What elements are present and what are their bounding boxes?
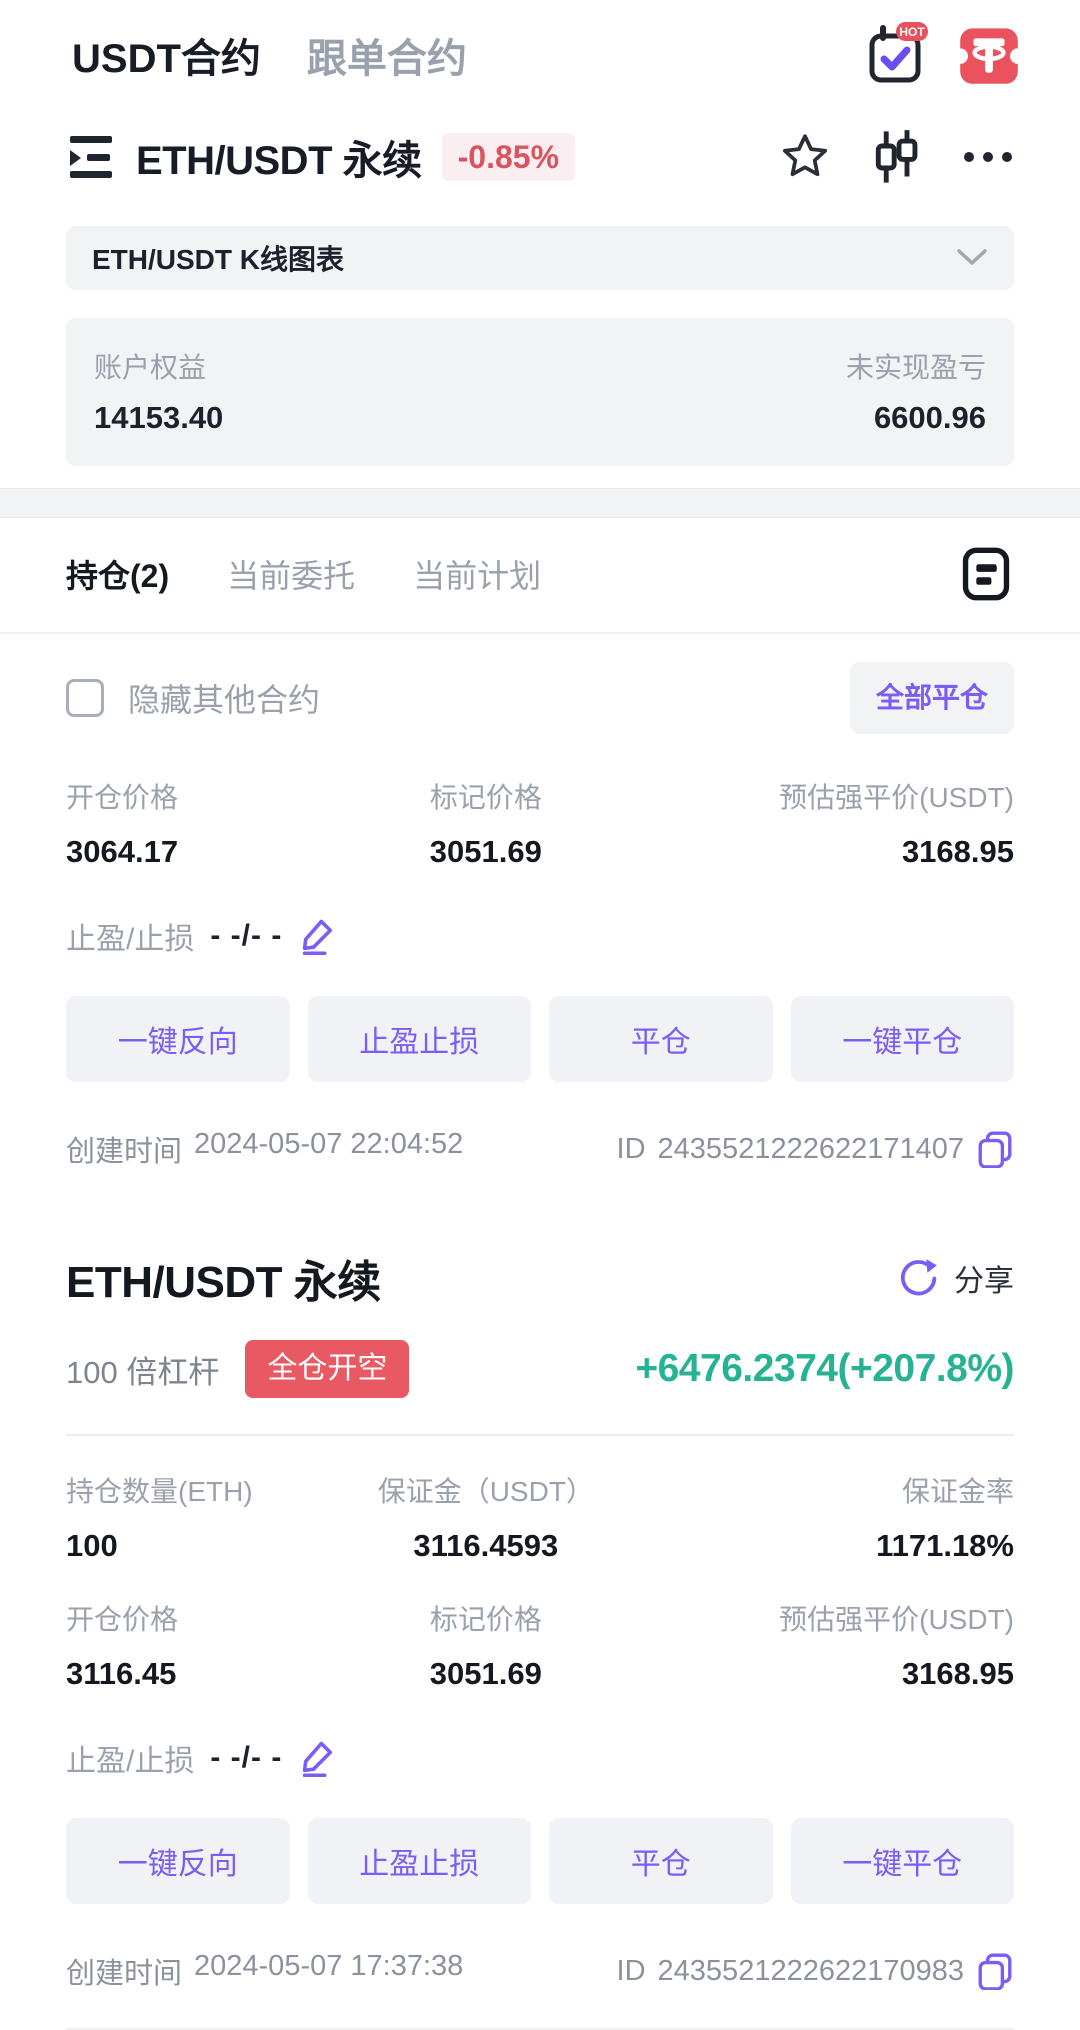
change-badge: -0.85%	[441, 133, 576, 181]
position-pnl: +6476.2374(+207.8%)	[635, 1347, 1014, 1390]
copy-id-icon[interactable]	[976, 1130, 1014, 1168]
edit-tpsl-icon[interactable]	[300, 917, 336, 955]
positions-list: 隐藏其他合约 全部平仓 开仓价格 3064.17 标记价格 3051.69 预估…	[0, 662, 1080, 2030]
top-nav: USDT合约 跟单合约	[72, 26, 467, 84]
tab-copy-trading[interactable]: 跟单合约	[306, 37, 467, 81]
share-icon	[898, 1257, 940, 1299]
created-label: 创建时间	[66, 1136, 183, 1168]
position-actions: 一键反向 止盈止损 平仓 一键平仓	[66, 996, 1014, 1082]
symbol-row: ETH/USDT 永续 -0.85%	[0, 128, 1080, 186]
calendar-check-icon[interactable]: HOT	[862, 22, 928, 88]
stat-value: 3116.45	[66, 1656, 177, 1691]
stat-value: 3116.4593	[413, 1528, 559, 1563]
tpsl-label: 止盈/止损	[66, 923, 195, 956]
stat-value: 3051.69	[429, 834, 542, 869]
order-history-icon[interactable]	[958, 546, 1014, 602]
position-actions: 一键反向 止盈止损 平仓 一键平仓	[66, 1818, 1014, 1904]
flash-close-button[interactable]: 一键平仓	[790, 1818, 1014, 1904]
created-time: 2024-05-07 17:37:38	[194, 1950, 464, 1982]
stat-value: 3168.95	[901, 834, 1014, 869]
star-icon[interactable]	[780, 132, 830, 182]
position-footer: 创建时间 2024-05-07 17:37:38 ID 243552122262…	[66, 1950, 1014, 1992]
tab-usdt-contracts[interactable]: USDT合约	[72, 37, 261, 81]
stat-label: 预估强平价(USDT)	[779, 782, 1014, 813]
stat-label: 持仓数量(ETH)	[66, 1476, 253, 1507]
leverage-row: 100 倍杠杆 全仓开空 +6476.2374(+207.8%)	[66, 1340, 1014, 1398]
tpsl-button[interactable]: 止盈止损	[307, 996, 531, 1082]
created-label: 创建时间	[66, 1958, 183, 1990]
price-stats: 开仓价格 3064.17 标记价格 3051.69 预估强平价(USDT) 31…	[66, 776, 1014, 870]
position-symbol: ETH/USDT 永续	[66, 1258, 381, 1307]
order-id-label: ID	[616, 1132, 646, 1165]
unrealized-pnl-label: 未实现盈亏	[845, 352, 986, 383]
copy-id-icon[interactable]	[976, 1952, 1014, 1990]
stat-value: 3168.95	[901, 1656, 1014, 1691]
kline-collapse-bar[interactable]: ETH/USDT K线图表	[66, 226, 1014, 290]
stat-value: 100	[66, 1528, 118, 1563]
tab-positions[interactable]: 持仓(2)	[66, 558, 170, 594]
price-stats: 开仓价格 3116.45 标记价格 3051.69 预估强平价(USDT) 31…	[66, 1598, 1014, 1692]
edit-tpsl-icon[interactable]	[300, 1739, 336, 1777]
tpsl-row: 止盈/止损 - -/- -	[66, 914, 1014, 958]
app-header: USDT合约 跟单合约 HOT	[0, 0, 1080, 88]
order-id-label: ID	[616, 1954, 646, 1987]
reverse-button[interactable]: 一键反向	[66, 996, 290, 1082]
reverse-button[interactable]: 一键反向	[66, 1818, 290, 1904]
tpsl-row: 止盈/止损 - -/- -	[66, 1736, 1014, 1780]
chevron-down-icon	[956, 248, 988, 268]
equity-label: 账户权益	[94, 352, 207, 383]
position-header: ETH/USDT 永续 分享	[66, 1246, 1014, 1310]
tab-plan-orders[interactable]: 当前计划	[413, 558, 542, 594]
more-ellipsis-icon[interactable]	[962, 150, 1014, 164]
position-card: 开仓价格 3064.17 标记价格 3051.69 预估强平价(USDT) 31…	[66, 776, 1014, 1170]
leverage-text: 100 倍杠杆	[66, 1354, 220, 1390]
margin-stats: 持仓数量(ETH) 100 保证金（USDT） 3116.4593 保证金率 1…	[66, 1470, 1014, 1564]
kline-candles-icon[interactable]	[874, 130, 918, 184]
hide-other-checkbox[interactable]	[66, 679, 104, 717]
order-id-value: 2435521222622171407	[657, 1132, 964, 1165]
share-label: 分享	[954, 1265, 1014, 1298]
tpsl-button[interactable]: 止盈止损	[307, 1818, 531, 1904]
flash-close-button[interactable]: 一键平仓	[790, 996, 1014, 1082]
close-position-button[interactable]: 平仓	[549, 996, 773, 1082]
close-position-button[interactable]: 平仓	[549, 1818, 773, 1904]
position-tabs: 持仓(2) 当前委托 当前计划	[0, 518, 1080, 634]
tab-open-orders[interactable]: 当前委托	[227, 558, 356, 594]
created-time: 2024-05-07 22:04:52	[194, 1128, 464, 1160]
stat-label: 保证金率	[901, 1476, 1014, 1507]
tpsl-label: 止盈/止损	[66, 1745, 195, 1778]
stat-label: 标记价格	[429, 1604, 542, 1635]
position-card: ETH/USDT 永续 分享 100 倍杠杆 全仓开空 +6476.2374(+…	[66, 1246, 1014, 2030]
tpsl-value: - -/- -	[210, 919, 283, 952]
position-side-badge: 全仓开空	[245, 1340, 410, 1398]
stat-value: 3064.17	[66, 834, 179, 869]
section-separator	[0, 488, 1080, 518]
stat-label: 开仓价格	[66, 1604, 179, 1635]
stat-label: 保证金（USDT）	[377, 1476, 594, 1507]
order-id-value: 2435521222622170983	[657, 1954, 964, 1987]
equity-value: 14153.40	[94, 400, 224, 435]
filter-row: 隐藏其他合约 全部平仓	[66, 662, 1014, 734]
stat-label: 标记价格	[429, 782, 542, 813]
divider	[66, 1434, 1014, 1436]
unrealized-pnl-value: 6600.96	[873, 400, 986, 435]
stat-label: 开仓价格	[66, 782, 179, 813]
kline-bar-label: ETH/USDT K线图表	[92, 244, 345, 275]
account-panel: 账户权益 14153.40 未实现盈亏 6600.96	[66, 318, 1014, 466]
hide-other-label[interactable]: 隐藏其他合约	[128, 682, 321, 718]
symbol-title[interactable]: ETH/USDT 永续	[136, 139, 422, 183]
hot-badge-text: HOT	[899, 25, 925, 39]
tether-icon[interactable]	[958, 24, 1020, 86]
stat-label: 预估强平价(USDT)	[779, 1604, 1014, 1635]
share-button[interactable]: 分享	[898, 1256, 1014, 1300]
tpsl-value: - -/- -	[210, 1741, 283, 1774]
position-footer: 创建时间 2024-05-07 22:04:52 ID 243552122262…	[66, 1128, 1014, 1170]
contract-list-icon[interactable]	[66, 133, 116, 181]
close-all-button[interactable]: 全部平仓	[849, 662, 1014, 734]
stat-value: 3051.69	[429, 1656, 542, 1691]
stat-value: 1171.18%	[876, 1528, 1014, 1563]
